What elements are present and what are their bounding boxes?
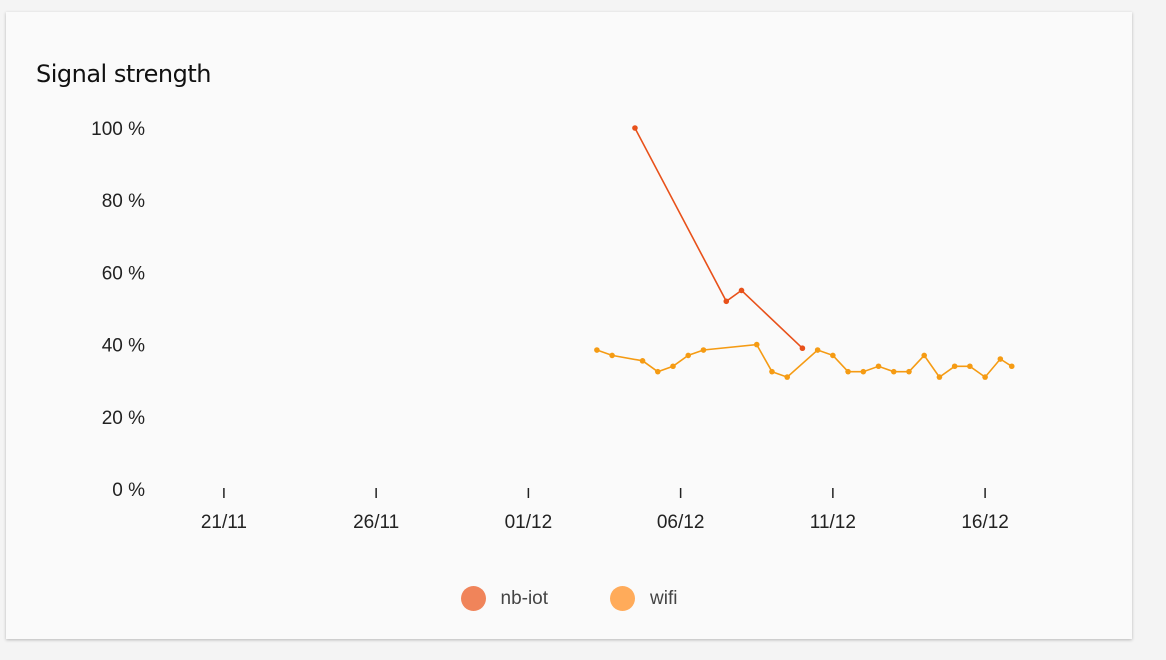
data-point-nb-iot-1 [723, 298, 730, 305]
data-point-wifi-19 [951, 363, 958, 370]
data-point-wifi-11 [830, 352, 836, 359]
x-tick-label-1: 26/11 [353, 512, 399, 533]
data-point-nb-iot-2 [738, 287, 745, 294]
data-point-wifi-2 [639, 358, 646, 364]
data-point-wifi-12 [845, 368, 851, 375]
legend-item-wifi[interactable]: wifi [610, 586, 677, 611]
data-point-wifi-9 [784, 374, 790, 380]
legend-swatch-nb-iot [460, 586, 486, 611]
y-tick-label-80: 80 % [102, 191, 145, 212]
legend-swatch-wifi [610, 586, 636, 611]
data-point-wifi-13 [860, 368, 867, 375]
data-point-wifi-6 [700, 347, 707, 353]
y-tick-label-40: 40 % [102, 336, 145, 357]
data-point-wifi-18 [936, 374, 943, 380]
x-tick-label-0: 21/11 [201, 512, 247, 533]
data-point-wifi-23 [1008, 363, 1015, 370]
signal-strength-chart: 0 % 20 % 40 % 60 % 80 % 100 % 21/11 26/11 01/12 0… [91, 119, 1015, 533]
data-point-wifi-20 [967, 363, 973, 370]
data-point-wifi-17 [921, 352, 928, 359]
data-point-wifi-0 [594, 347, 600, 353]
x-tick-label-2: 01/12 [505, 512, 553, 533]
data-point-nb-iot-0 [632, 125, 638, 131]
data-point-wifi-22 [997, 356, 1004, 362]
chart-card: Signal strength 0 % 20 % 40 % 60 % 80 % 100 %… [6, 12, 1132, 639]
data-point-wifi-15 [890, 368, 897, 375]
y-tick-label-60: 60 % [102, 263, 145, 284]
x-tick-label-3: 06/12 [657, 512, 705, 533]
data-point-wifi-1 [609, 352, 615, 359]
legend-label-wifi: wifi [650, 587, 678, 609]
y-tick-label-0: 0 % [112, 480, 145, 501]
legend-label-nb-iot: nb-iot [500, 587, 549, 609]
data-point-wifi-8 [769, 368, 775, 375]
data-point-wifi-10 [814, 347, 821, 353]
legend-item-nb-iot[interactable]: nb-iot [460, 586, 549, 611]
data-point-wifi-3 [654, 368, 661, 375]
data-point-wifi-4 [670, 363, 676, 370]
data-point-wifi-14 [875, 363, 882, 370]
chart-legend: nb-iot wifi [6, 586, 1132, 611]
chart-title: Signal strength [36, 60, 211, 88]
x-tick-label-4: 11/12 [810, 512, 856, 533]
data-point-wifi-16 [906, 368, 912, 375]
data-point-wifi-21 [982, 374, 988, 380]
y-tick-label-100: 100 % [91, 119, 145, 140]
x-tick-label-5: 16/12 [961, 512, 1009, 533]
series-line-nb-iot [634, 127, 803, 349]
y-tick-label-20: 20 % [102, 408, 145, 429]
data-point-nb-iot-3 [799, 345, 806, 352]
data-point-wifi-5 [685, 352, 692, 359]
data-point-wifi-7 [753, 341, 760, 348]
